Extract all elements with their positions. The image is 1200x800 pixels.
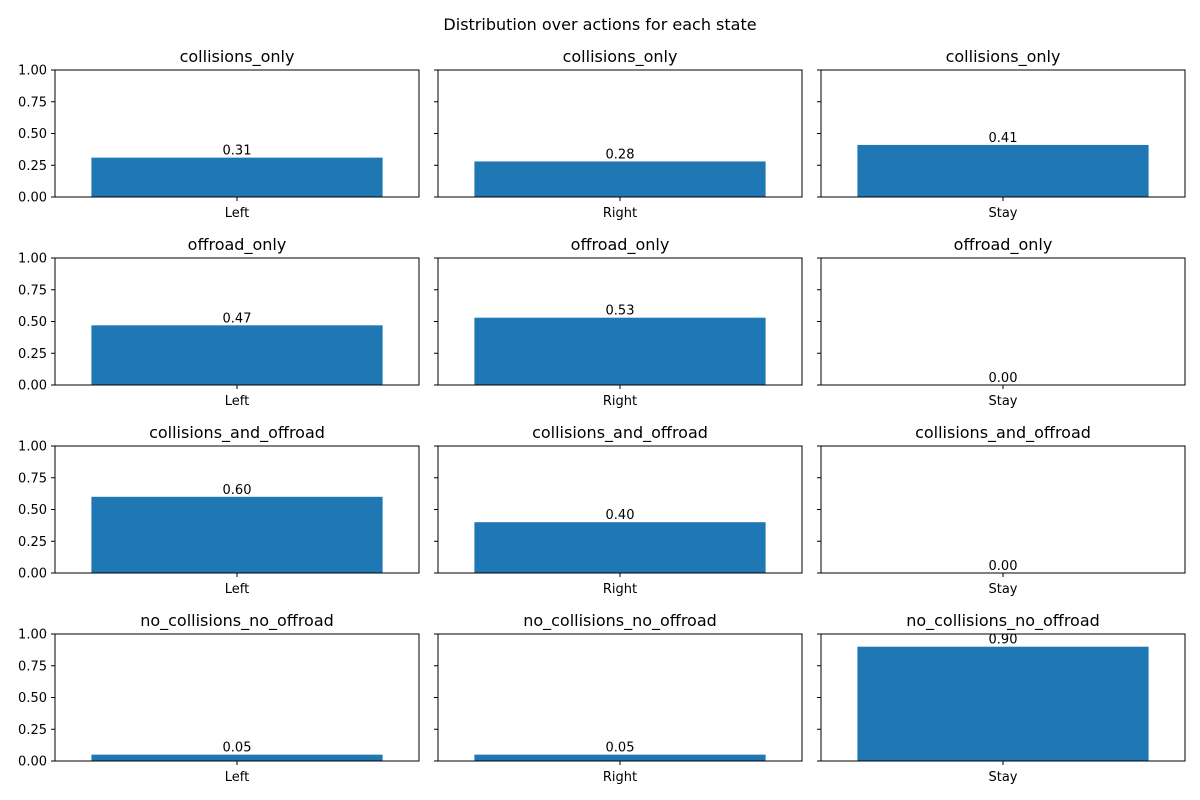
subplot-title: no_collisions_no_offroad xyxy=(140,611,334,631)
subplot-6: offroad_only 0.00 Stay xyxy=(817,235,1186,409)
bar xyxy=(91,157,383,197)
y-tick-label: 0.75 xyxy=(18,659,47,674)
x-tick-label: Right xyxy=(603,206,637,221)
subplot-3: collisions_only 0.41 Stay xyxy=(817,47,1186,221)
y-tick-label: 1.00 xyxy=(18,440,47,455)
subplot-9: collisions_and_offroad 0.00 Stay xyxy=(817,423,1186,597)
bar-value-label: 0.00 xyxy=(989,559,1018,574)
x-tick-label: Stay xyxy=(988,770,1017,785)
x-tick-label: Right xyxy=(603,582,637,597)
bar-value-label: 0.00 xyxy=(989,371,1018,386)
y-tick-label: 1.00 xyxy=(18,252,47,267)
bar-value-label: 0.53 xyxy=(606,304,635,319)
bar xyxy=(91,496,383,573)
bar xyxy=(474,161,766,197)
subplot-1: collisions_only 0.31 Left 0.00 0.25 0.50 0.75 1… xyxy=(18,47,420,221)
bar xyxy=(91,325,383,385)
subplot-title: offroad_only xyxy=(954,235,1053,255)
y-tick-label: 0.50 xyxy=(18,127,47,142)
subplot-4: offroad_only 0.47 Left 0.00 0.25 0.50 0.75 1.00 xyxy=(18,235,420,409)
subplot-title: collisions_only xyxy=(946,47,1061,67)
y-tick-label: 1.00 xyxy=(18,64,47,79)
bar-value-label: 0.41 xyxy=(989,131,1018,146)
y-tick-label: 0.00 xyxy=(18,755,47,770)
bar-value-label: 0.05 xyxy=(223,741,252,756)
x-tick-label: Left xyxy=(225,770,249,785)
figure-title: Distribution over actions for each state xyxy=(443,15,756,34)
bar xyxy=(91,754,383,761)
subplot-10: no_collisions_no_offroad 0.05 Left 0.00 0.25… xyxy=(18,611,420,785)
axes-frame xyxy=(820,257,1186,386)
panels-grid: collisions_only 0.31 Left 0.00 0.25 0.50 0.75 1… xyxy=(18,47,1186,785)
bar xyxy=(474,317,766,385)
subplot-8: collisions_and_offroad 0.40 Right xyxy=(434,423,803,597)
x-tick-label: Stay xyxy=(988,206,1017,221)
subplot-7: collisions_and_offroad 0.60 Left 0.00 0.25 0.… xyxy=(18,423,420,597)
y-tick-label: 0.50 xyxy=(18,315,47,330)
subplot-title: collisions_only xyxy=(180,47,295,67)
bar xyxy=(474,754,766,761)
x-tick-label: Stay xyxy=(988,582,1017,597)
bar-value-label: 0.90 xyxy=(989,633,1018,648)
x-tick-label: Right xyxy=(603,394,637,409)
bar-value-label: 0.47 xyxy=(223,311,252,326)
axes-frame xyxy=(820,445,1186,574)
subplot-5: offroad_only 0.53 Right xyxy=(434,235,803,409)
y-tick-label: 0.00 xyxy=(18,379,47,394)
subplot-title: no_collisions_no_offroad xyxy=(906,611,1100,631)
y-tick-label: 0.25 xyxy=(18,347,47,362)
y-tick-label: 0.75 xyxy=(18,283,47,298)
subplot-11: no_collisions_no_offroad 0.05 Right xyxy=(434,611,803,785)
bar-value-label: 0.40 xyxy=(606,508,635,523)
y-tick-label: 0.25 xyxy=(18,723,47,738)
x-tick-label: Stay xyxy=(988,394,1017,409)
subplot-title: collisions_and_offroad xyxy=(532,423,708,443)
x-tick-label: Right xyxy=(603,770,637,785)
bar xyxy=(474,522,766,573)
subplot-title: offroad_only xyxy=(188,235,287,255)
x-tick-label: Left xyxy=(225,582,249,597)
bar-value-label: 0.28 xyxy=(606,147,635,162)
x-tick-label: Left xyxy=(225,206,249,221)
y-tick-label: 0.50 xyxy=(18,691,47,706)
y-tick-label: 0.75 xyxy=(18,95,47,110)
subplot-title: no_collisions_no_offroad xyxy=(523,611,717,631)
y-tick-label: 1.00 xyxy=(18,628,47,643)
bar xyxy=(857,144,1149,197)
bar xyxy=(857,646,1149,761)
bar-value-label: 0.60 xyxy=(223,483,252,498)
bar-value-label: 0.31 xyxy=(223,144,252,159)
subplot-title: collisions_and_offroad xyxy=(149,423,325,443)
y-tick-label: 0.75 xyxy=(18,471,47,486)
y-tick-label: 0.00 xyxy=(18,567,47,582)
x-tick-label: Left xyxy=(225,394,249,409)
subplot-title: offroad_only xyxy=(571,235,670,255)
subplot-2: collisions_only 0.28 Right xyxy=(434,47,803,221)
subplot-title: collisions_and_offroad xyxy=(915,423,1091,443)
y-tick-label: 0.50 xyxy=(18,503,47,518)
subplot-12: no_collisions_no_offroad 0.90 Stay xyxy=(817,611,1186,785)
y-tick-label: 0.25 xyxy=(18,159,47,174)
bar-value-label: 0.05 xyxy=(606,741,635,756)
y-tick-label: 0.25 xyxy=(18,535,47,550)
y-tick-label: 0.00 xyxy=(18,191,47,206)
subplot-title: collisions_only xyxy=(563,47,678,67)
